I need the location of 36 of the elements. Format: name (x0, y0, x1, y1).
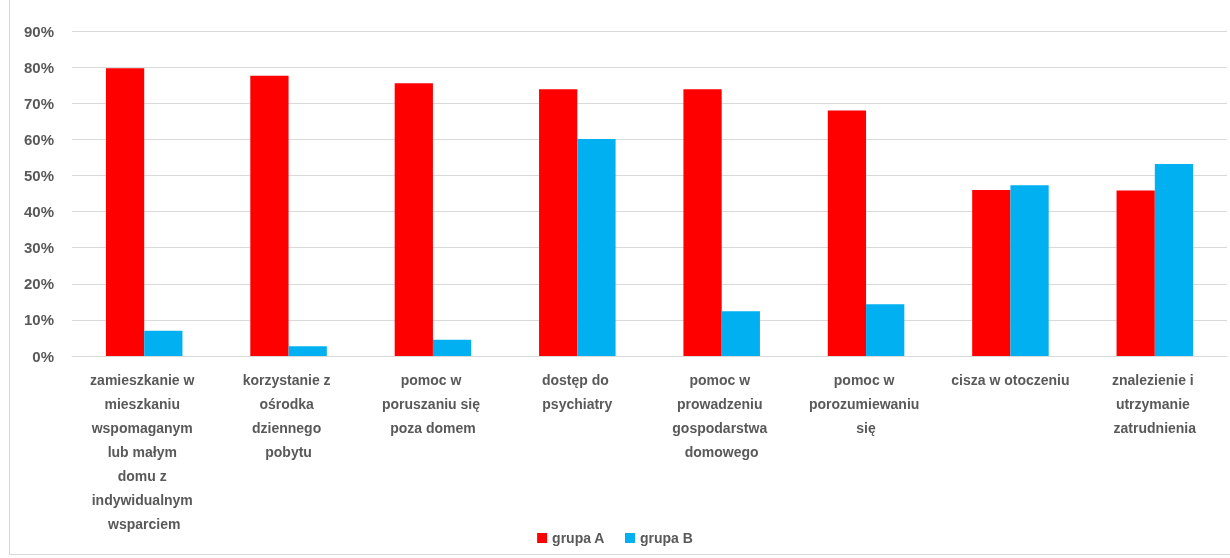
y-tick-label: 10% (23, 311, 54, 329)
bar (827, 110, 867, 356)
bar (539, 89, 578, 356)
bar (432, 339, 472, 356)
x-tick-label: pomoc w prowadzeniu gospodarstwa domowego (672, 372, 772, 460)
legend-label: grupa A (552, 530, 605, 546)
bar (394, 83, 433, 356)
y-tick-label: 60% (23, 130, 54, 148)
x-tick-label: pomoc w porozumiewaniu się (808, 372, 924, 436)
y-tick-label: 40% (23, 203, 54, 221)
y-tick-label: 30% (23, 239, 54, 257)
bar (288, 346, 327, 356)
bar (250, 75, 289, 356)
bar (1116, 190, 1155, 356)
y-tick-label: 70% (23, 94, 54, 112)
x-tick-label: korzystanie z ośrodka dziennego pobytu (242, 372, 335, 460)
bar (1010, 185, 1049, 356)
y-tick-label: 80% (23, 58, 54, 76)
x-tick-label: dostęp do psychiatry (541, 372, 613, 412)
bar (972, 189, 1011, 356)
bar (577, 138, 616, 356)
y-tick-label: 20% (23, 275, 54, 293)
x-tick-label: znalezienie i utrzymanie zatrudnienia (1112, 372, 1198, 436)
bar (721, 311, 760, 356)
y-tick-label: 90% (23, 22, 54, 40)
legend-label: grupa B (640, 530, 693, 546)
bar (866, 304, 905, 356)
y-tick-label: 50% (23, 166, 54, 184)
x-tick-label: pomoc w poruszaniu się poza domem (381, 372, 484, 436)
bar (105, 68, 145, 356)
x-tick-label: zamieszkanie w mieszkaniu wspomaganym lub małym domu z indywidualnym wsparciem (90, 372, 199, 532)
bar (144, 330, 183, 356)
bar (1154, 163, 1194, 356)
x-tick-label: cisza w otoczeniu (951, 372, 1070, 388)
bar (683, 89, 722, 356)
y-tick-label: 0% (32, 347, 54, 365)
